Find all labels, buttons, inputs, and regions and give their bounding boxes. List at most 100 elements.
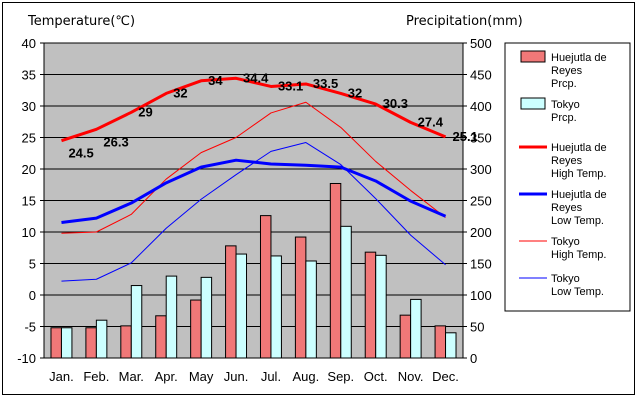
x-tick-label-10: Oct. [364,369,388,384]
bar-huejutla-3 [120,325,132,359]
legend-tokyo-prcp-text: Tokyo [551,99,580,111]
data-label-high-4: 32 [173,85,187,100]
bar-tokyo-5 [200,276,213,359]
right-tick-label: 0 [470,351,477,366]
huejutla-low-line [61,158,447,225]
legend-huejutla-prcp-text: Prcp. [551,78,577,90]
left-tick-label: -5 [24,320,36,335]
bar-huejutla-1 [50,327,62,359]
precipitation-bars [50,182,457,359]
left-axis-ticks: 40 35 30 25 20 15 10 5 0 -5 -10 [17,36,44,366]
left-tick-label: 30 [22,99,36,114]
tokyo-high-line [61,101,446,234]
legend-huejutla-high-text: High Temp. [551,168,606,180]
bar-huejutla-11 [399,314,412,359]
data-label-high-5: 34 [208,73,223,88]
x-tick-label-8: Aug. [293,369,320,384]
data-label-high-7: 33.1 [278,78,303,93]
x-axis-ticks: Jan. Feb. Mar. Apr. May Jun. Jul. Aug. Sep. Oct. N… [49,369,459,384]
temperature-lines [60,76,447,282]
bar-tokyo-6 [235,253,248,359]
x-tick-label-9: Sep. [327,369,354,384]
data-label-high-3: 29 [138,104,152,119]
grid-lines [44,74,463,327]
data-label-high-11: 27.4 [418,114,444,129]
right-tick-label: 100 [470,288,492,303]
left-tick-label: 15 [22,194,36,209]
left-tick-label: 10 [22,225,36,240]
left-axis-title: Temperature(℃) [27,14,135,29]
left-tick-label: 0 [29,288,36,303]
legend-huejutla-high-text: Reyes [551,155,583,167]
legend-huejutla-low-text: Huejutla de [551,189,607,201]
legend-tokyo-high-text: Tokyo [551,236,580,248]
bar-tokyo-11 [410,298,422,359]
right-tick-label: 400 [470,99,492,114]
bar-huejutla-8 [294,236,307,359]
data-label-high-10: 30.3 [383,96,408,111]
x-tick-label-5: May [189,369,214,384]
left-tick-label: 20 [22,162,36,177]
huejutla-high-line [60,76,447,143]
left-tick-label: 25 [22,131,36,146]
bar-huejutla-10 [364,251,377,359]
x-tick-label-12: Dec. [432,369,459,384]
x-tick-label-3: Mar. [119,369,144,384]
data-label-high-6: 34.4 [243,70,269,85]
right-tick-label: 50 [470,320,484,335]
x-tick-label-11: Nov. [398,369,424,384]
bar-huejutla-2 [85,327,97,359]
bar-tokyo-8 [305,260,317,359]
legend-huejutla-prcp-swatch [520,50,546,63]
right-tick-label: 300 [470,162,492,177]
bar-tokyo-1 [60,327,73,359]
legend-box [504,42,631,312]
bar-huejutla-4 [155,315,167,359]
data-label-high-8: 33.5 [313,76,338,91]
left-tick-label: 40 [22,36,36,51]
bar-tokyo-7 [270,255,282,359]
legend-huejutla-prcp-text: Huejutla de [551,52,607,64]
legend-huejutla-low-text: Low Temp. [551,215,604,227]
bar-tokyo-4 [165,275,178,359]
left-tick-label: -10 [17,351,36,366]
x-tick-label-4: Apr. [155,369,178,384]
bar-huejutla-12 [434,325,447,359]
legend-tokyo-high-text: High Temp. [551,249,606,261]
data-label-high-12: 25.1 [453,129,478,144]
legend-tokyo-low-text: Low Temp. [551,286,604,298]
legend-tokyo-prcp-swatch [520,97,546,110]
right-tick-label: 350 [470,131,492,146]
right-tick-label: 500 [470,36,492,51]
right-tick-label: 150 [470,257,492,272]
data-labels: 24.5 26.3 29 32 34 34.4 33.1 33.5 32 30.3 27.4 25.1 [68,70,477,160]
legend: Huejutla deReyesPrcp.TokyoPrcp.Huejutla … [519,50,607,298]
bar-huejutla-6 [225,245,237,359]
legend-huejutla-low-text: Reyes [551,202,583,214]
bar-tokyo-12 [445,332,457,359]
bar-huejutla-9 [329,182,342,359]
data-label-high-1: 24.5 [68,146,93,161]
left-tick-label: 5 [29,257,36,272]
legend-huejutla-high-text: Huejutla de [551,142,607,154]
right-tick-label: 250 [470,194,492,209]
x-tick-label-1: Jan. [49,369,74,384]
legend-huejutla-prcp-text: Reyes [551,65,583,77]
left-tick-label: 35 [22,68,36,83]
data-label-high-9: 32 [348,85,362,100]
bar-tokyo-10 [375,254,387,359]
bar-tokyo-3 [130,285,143,359]
data-label-high-2: 26.3 [103,134,128,149]
bar-huejutla-7 [259,215,272,359]
x-tick-label-7: Jul. [261,369,281,384]
x-tick-label-2: Feb. [83,369,109,384]
bar-tokyo-9 [340,225,352,359]
bar-huejutla-5 [190,299,202,359]
legend-tokyo-low-text: Tokyo [551,273,580,285]
right-tick-label: 450 [470,68,492,83]
x-tick-label-6: Jun. [224,369,249,384]
legend-tokyo-prcp-text: Prcp. [551,112,577,124]
right-tick-label: 200 [470,225,492,240]
